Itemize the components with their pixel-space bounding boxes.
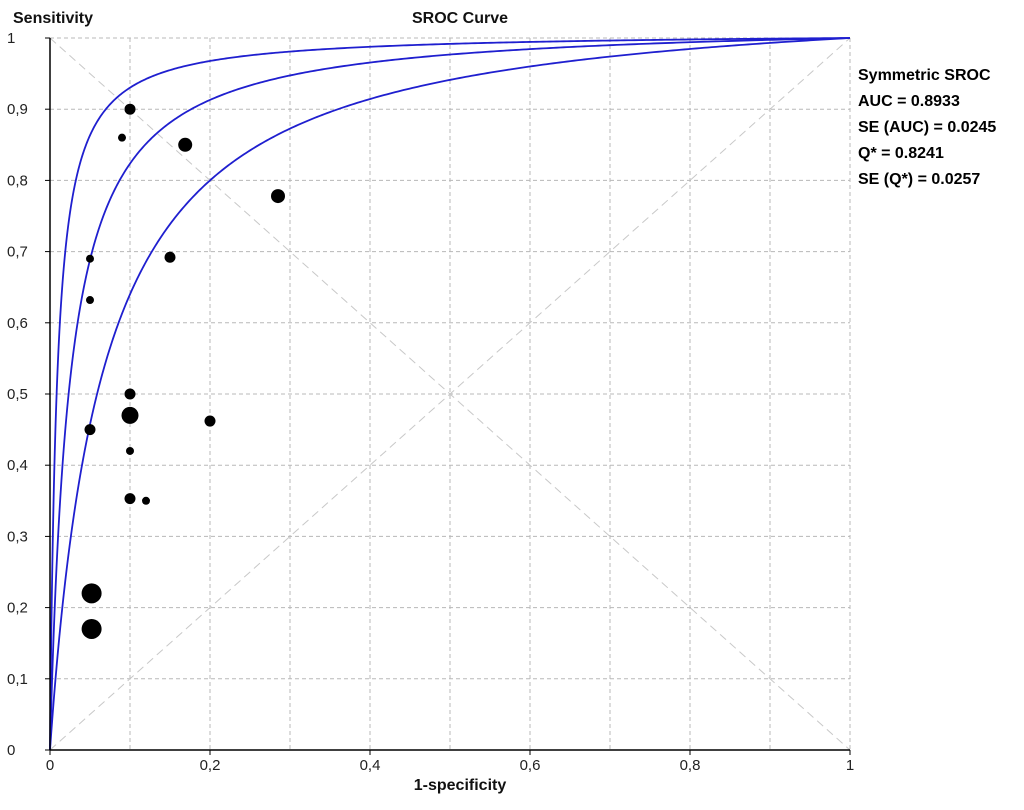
study-point bbox=[126, 446, 134, 455]
sroc-curve-center bbox=[49, 37, 851, 750]
x-tick-label: 0,4 bbox=[360, 757, 381, 774]
sroc-curve-lower bbox=[49, 37, 851, 751]
y-tick-label: 0,9 bbox=[7, 101, 28, 118]
tick-labels: 0 0,2 0,4 0,6 0,8 1 0 0,1 0,2 0,3 0,4 0,5 0,6 0,7 0,8 0… bbox=[7, 30, 854, 774]
study-point bbox=[84, 424, 96, 436]
y-tick-label: 0,7 bbox=[7, 244, 28, 261]
y-tick-label: 0,4 bbox=[7, 457, 28, 474]
diagonals bbox=[49, 37, 851, 751]
stats-line: Q* = 0.8241 bbox=[858, 145, 944, 162]
x-tick-label: 0,8 bbox=[680, 757, 701, 774]
x-axis-title: 1-specificity bbox=[414, 777, 507, 794]
study-point bbox=[142, 496, 150, 505]
y-tick-label: 0,3 bbox=[7, 528, 28, 545]
y-tick-label: 0 bbox=[7, 742, 15, 759]
study-point bbox=[118, 133, 126, 142]
study-point bbox=[86, 254, 94, 263]
study-point bbox=[271, 189, 285, 204]
sroc-curve-upper bbox=[49, 37, 851, 750]
study-point bbox=[178, 137, 193, 152]
x-tick-label: 0,2 bbox=[200, 757, 221, 774]
study-point bbox=[81, 618, 102, 639]
study-point bbox=[86, 296, 94, 305]
y-tick-label: 0,2 bbox=[7, 600, 28, 617]
stats-line: SE (AUC) = 0.0245 bbox=[858, 119, 996, 136]
study-points bbox=[81, 103, 285, 639]
stats-line: SE (Q*) = 0.0257 bbox=[858, 171, 980, 188]
stats-box: Symmetric SROC AUC = 0.8933 SE (AUC) = 0.0… bbox=[858, 67, 996, 188]
study-point bbox=[124, 103, 136, 115]
y-tick-label: 0,1 bbox=[7, 671, 28, 688]
q-star-diagonal bbox=[49, 37, 851, 751]
stats-line: Symmetric SROC bbox=[858, 67, 991, 84]
study-point bbox=[121, 406, 139, 424]
y-tick-label: 0,6 bbox=[7, 315, 28, 332]
y-tick-label: 1 bbox=[7, 30, 15, 47]
sroc-curves bbox=[49, 37, 851, 751]
y-axis-title: Sensitivity bbox=[13, 10, 93, 27]
axes bbox=[45, 37, 851, 755]
chart-title: SROC Curve bbox=[412, 10, 508, 27]
study-point bbox=[124, 388, 136, 400]
study-point bbox=[124, 493, 136, 505]
y-tick-label: 0,8 bbox=[7, 172, 28, 189]
x-tick-label: 0,6 bbox=[520, 757, 541, 774]
study-point bbox=[204, 415, 216, 427]
study-point bbox=[164, 251, 176, 263]
y-tick-label: 0,5 bbox=[7, 386, 28, 403]
x-tick-label: 1 bbox=[846, 757, 854, 774]
x-tick-label: 0 bbox=[46, 757, 54, 774]
stats-line: AUC = 0.8933 bbox=[858, 93, 960, 110]
study-point bbox=[81, 583, 102, 604]
